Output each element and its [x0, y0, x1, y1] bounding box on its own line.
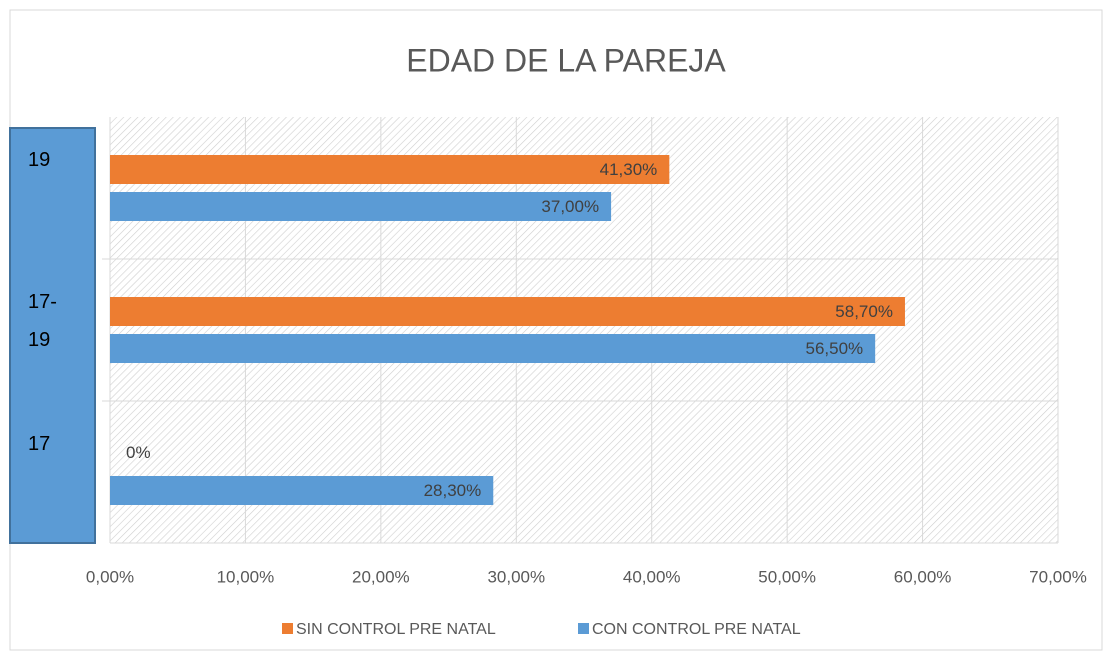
bar	[110, 155, 670, 184]
data-label: 56,50%	[805, 339, 863, 358]
data-label: 58,70%	[835, 302, 893, 321]
bar	[110, 476, 494, 505]
x-tick-label: 50,00%	[758, 567, 816, 586]
data-label: 0%	[126, 443, 151, 462]
data-label: 41,30%	[600, 160, 658, 179]
x-tick-label: 60,00%	[894, 567, 952, 586]
bar	[110, 192, 612, 221]
y-tick-label: 17	[28, 433, 51, 455]
category-box	[9, 127, 96, 544]
y-tick-label: 19	[28, 149, 51, 171]
x-tick-label: 10,00%	[217, 567, 275, 586]
bar	[110, 334, 876, 363]
x-tick-label: 0,00%	[86, 567, 134, 586]
x-tick-label: 70,00%	[1029, 567, 1087, 586]
data-label: 37,00%	[541, 197, 599, 216]
y-tick-label: 17-19	[28, 291, 57, 351]
x-tick-label: 40,00%	[623, 567, 681, 586]
x-tick-label: 30,00%	[487, 567, 545, 586]
chart-title: EDAD DE LA PAREJA	[406, 42, 726, 78]
legend-label: CON CONTROL PRE NATAL	[592, 621, 801, 638]
legend-swatch	[578, 623, 589, 634]
plot-area	[110, 117, 1058, 543]
data-label: 28,30%	[424, 481, 482, 500]
legend-swatch	[282, 623, 293, 634]
x-tick-label: 20,00%	[352, 567, 410, 586]
legend-label: SIN CONTROL PRE NATAL	[296, 621, 496, 638]
bar	[110, 297, 905, 326]
